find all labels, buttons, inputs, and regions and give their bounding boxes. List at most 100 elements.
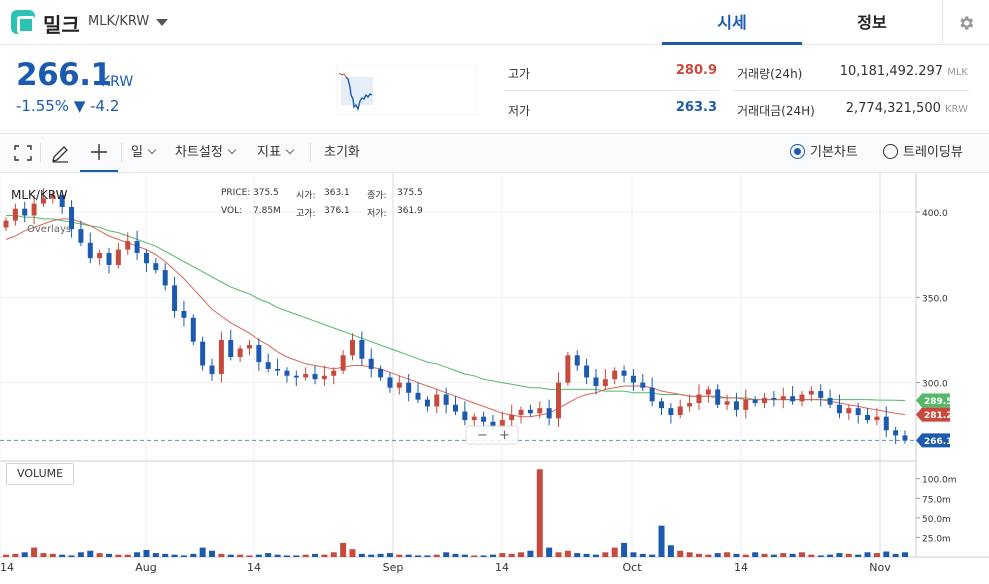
coin-name[interactable]: 밀크	[43, 13, 80, 37]
volume-bar	[667, 545, 674, 557]
volume-bar	[724, 552, 731, 557]
volume-bar	[770, 554, 777, 557]
coin-pair[interactable]: MLK/KRW	[88, 14, 150, 29]
volume-bar	[714, 553, 721, 557]
volume-bar	[415, 555, 422, 557]
info-price-label: PRICE:	[221, 188, 251, 198]
candle-body	[275, 368, 281, 371]
tab-info[interactable]: 정보	[857, 13, 887, 32]
volume-bar	[873, 553, 880, 557]
volume-bar	[162, 553, 169, 557]
candle-body	[387, 377, 393, 388]
volume-bar	[424, 555, 431, 557]
volume-bar	[574, 553, 581, 557]
draw-tool-button[interactable]	[50, 134, 70, 172]
time-tick-label: 14	[0, 561, 14, 574]
price-tick-label: 350.0	[922, 294, 948, 304]
info-open: 363.1	[324, 188, 350, 198]
basic-chart-radio[interactable]: 기본차트	[790, 134, 858, 172]
chevron-down-icon[interactable]	[156, 19, 168, 26]
volume-tick-label: 25.0m	[922, 534, 951, 544]
zoom-control	[465, 425, 519, 445]
candle-body	[190, 317, 196, 342]
fullscreen-button[interactable]	[14, 134, 32, 172]
radio-unselected-icon	[883, 144, 898, 159]
fullscreen-icon	[14, 145, 32, 161]
settings-button[interactable]	[942, 0, 989, 45]
candle-body	[818, 391, 824, 398]
volume-bar	[499, 553, 506, 557]
volume-bar	[527, 550, 534, 557]
candle-body	[321, 375, 327, 380]
volume-bar	[96, 553, 103, 557]
candle-body	[743, 399, 749, 410]
candle-body	[293, 375, 299, 378]
volume-bar	[518, 552, 525, 557]
price-tag	[916, 393, 950, 408]
time-tick-label: Aug	[135, 561, 156, 574]
trading-view-label: 트레이딩뷰	[903, 145, 963, 160]
time-tick-label: 14	[247, 561, 261, 574]
overlays-label[interactable]: Overlays	[27, 224, 72, 235]
candle-body	[415, 392, 421, 400]
volume-bar	[68, 555, 75, 557]
low-label: 저가	[508, 104, 531, 118]
volume-bar	[199, 547, 206, 557]
radio-selected-icon	[790, 144, 805, 159]
candle-body	[902, 435, 908, 441]
candle-body	[106, 253, 112, 265]
candle-body	[790, 396, 796, 402]
volume-bar	[630, 552, 637, 557]
volume-bar	[349, 549, 356, 557]
current-price: 266.1	[16, 57, 112, 93]
volume-bar	[433, 554, 440, 557]
info-high: 376.1	[324, 206, 350, 216]
candle-body	[827, 397, 833, 405]
plus-icon	[91, 144, 107, 160]
candle-body	[565, 355, 571, 383]
candle-body	[378, 368, 384, 378]
candle-body	[705, 389, 711, 395]
price-tag	[916, 433, 950, 448]
candle-body	[424, 399, 430, 407]
price-tag-label: 266.1	[924, 437, 952, 447]
price-unit: KRW	[101, 74, 134, 90]
volume-bar	[87, 550, 94, 557]
candle-body	[172, 285, 178, 311]
candle-body	[153, 263, 159, 271]
sparkline	[336, 65, 477, 115]
indicators-dropdown[interactable]: 지표	[257, 134, 293, 172]
moving-averages	[5, 215, 906, 418]
candlestick-chart[interactable]: 400.0 350.0 300.0 14 Aug 14 Sep 14 Oct 14 Nov 100.0…	[0, 173, 989, 584]
volume-bar	[340, 542, 347, 557]
price-tag-label: 281.2	[924, 411, 952, 421]
volume-bar	[695, 553, 702, 557]
price-change: -1.55% ▼ -4.2	[16, 97, 120, 115]
pencil-icon	[52, 146, 68, 163]
candle-body	[12, 208, 18, 221]
volume-bar	[405, 554, 412, 557]
volume-bar	[592, 554, 599, 557]
volume-bar	[443, 552, 450, 557]
volume-bar	[649, 554, 656, 557]
volume-toggle-button[interactable]: VOLUME	[6, 463, 75, 485]
volume-bar	[171, 554, 178, 557]
volume-bar	[489, 554, 496, 557]
trading-view-radio[interactable]: 트레이딩뷰	[883, 134, 963, 172]
candle-body	[883, 416, 889, 431]
candle-body	[659, 401, 665, 409]
tab-market-price[interactable]: 시세	[662, 0, 802, 45]
volume-bar	[265, 553, 272, 557]
volume-bar	[789, 553, 796, 557]
chart-settings-dropdown[interactable]: 차트설정	[175, 134, 235, 172]
volume-bar	[836, 553, 843, 557]
interval-dropdown[interactable]: 일	[131, 134, 155, 172]
crosshair-button[interactable]	[80, 134, 118, 172]
candle-body	[668, 408, 674, 415]
volume-bar	[180, 555, 187, 557]
candle-body	[3, 220, 9, 228]
candle-body	[518, 409, 524, 415]
price-chart[interactable]: 400.0 350.0 300.0 14 Aug 14 Sep 14 Oct 14 Nov 100.0…	[0, 173, 989, 584]
reset-button[interactable]: 초기화	[324, 145, 360, 160]
volume-bar	[883, 551, 890, 557]
